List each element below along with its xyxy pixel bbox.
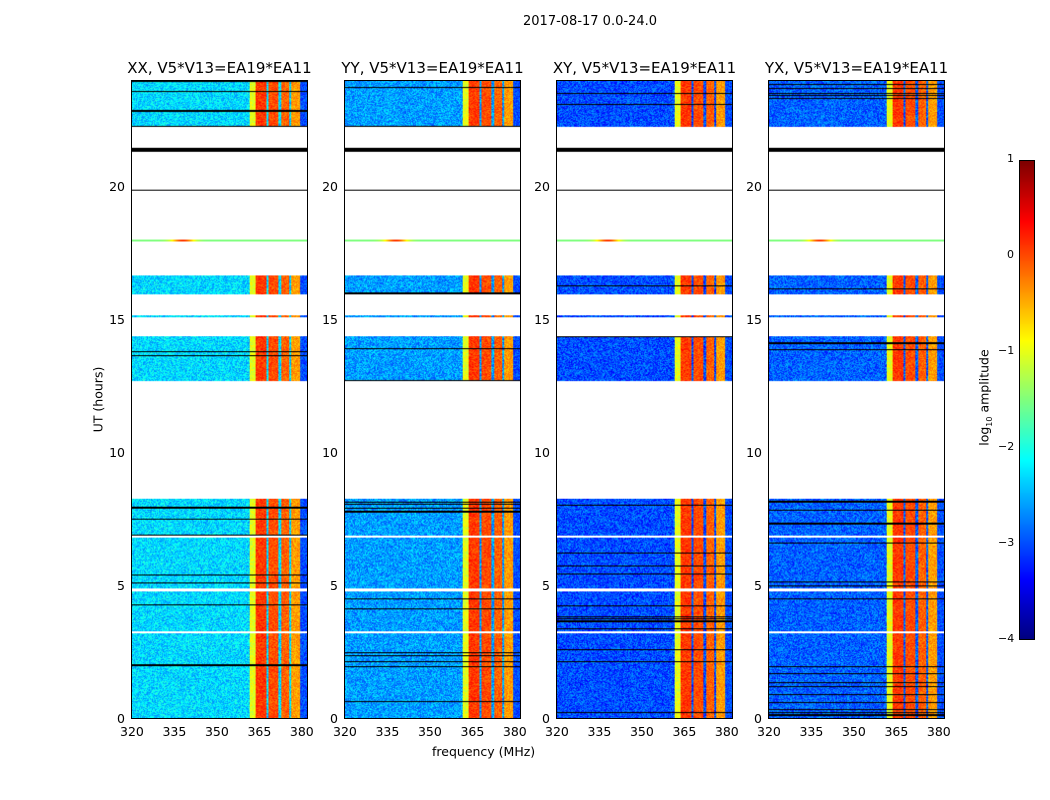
spectrogram-panel (556, 80, 733, 719)
colorbar-tick-label: −1 (998, 344, 1015, 357)
x-tick-label: 320 (333, 724, 357, 739)
y-tick-label: 0 (330, 711, 338, 726)
y-tick-label: 15 (109, 311, 125, 327)
y-tick-label: 5 (330, 577, 338, 593)
x-tick-label: 335 (799, 724, 824, 739)
x-tick-label: 380 (714, 724, 739, 739)
x-tick-label: 335 (162, 724, 187, 739)
y-tick-label: 10 (746, 444, 762, 460)
y-tick-label: 15 (322, 311, 338, 327)
y-tick-label: 15 (746, 311, 762, 327)
y-tick-label: 20 (746, 178, 762, 194)
x-tick-label: 335 (375, 724, 400, 739)
x-tick-label: 365 (884, 724, 909, 739)
colorbar-tick-label: 1 (1007, 152, 1014, 165)
y-tick-label: 5 (117, 577, 125, 593)
y-axis-label: UT (hours) (90, 366, 106, 433)
x-tick-label: 380 (926, 724, 951, 739)
x-tick-label: 350 (204, 724, 229, 739)
y-tick-label: 20 (109, 178, 125, 194)
colorbar-label: log10 amplitude (976, 349, 994, 446)
x-tick-label: 320 (120, 724, 144, 739)
x-tick-label: 380 (289, 724, 314, 739)
colorbar-label-sub: 10 (984, 416, 994, 427)
x-tick-label: 320 (757, 724, 781, 739)
spectrogram-panel (768, 80, 945, 719)
x-tick-label: 335 (587, 724, 612, 739)
colorbar-tick-label: −2 (998, 440, 1015, 453)
panel-title: XX, V5*V13=EA19*EA11 (127, 59, 312, 77)
panel-title: YX, V5*V13=EA19*EA11 (764, 59, 949, 77)
y-tick-label: 20 (322, 178, 338, 194)
x-tick-label: 365 (672, 724, 697, 739)
panel-title: XY, V5*V13=EA19*EA11 (552, 59, 737, 77)
colorbar-tick-label: −3 (998, 536, 1015, 549)
x-tick-label: 350 (629, 724, 654, 739)
x-tick-label: 350 (841, 724, 866, 739)
y-tick-label: 5 (754, 577, 762, 593)
colorbar-tick-label: 0 (1007, 248, 1014, 261)
x-axis-label: frequency (MHz) (432, 744, 536, 759)
x-tick-label: 365 (460, 724, 485, 739)
figure-title: 2017-08-17 0.0-24.0 (523, 14, 657, 29)
spectrogram-panel (344, 80, 521, 719)
y-tick-label: 10 (534, 444, 550, 460)
colorbar-label-rest: amplitude (976, 349, 992, 417)
spectrogram-panel (131, 80, 308, 719)
x-tick-label: 350 (417, 724, 442, 739)
x-tick-label: 380 (502, 724, 527, 739)
y-tick-label: 0 (542, 711, 550, 726)
y-tick-label: 5 (542, 577, 550, 593)
x-tick-label: 320 (545, 724, 569, 739)
y-tick-label: 0 (117, 711, 125, 726)
y-tick-label: 0 (754, 711, 762, 726)
y-tick-label: 10 (109, 444, 125, 460)
y-tick-label: 10 (322, 444, 338, 460)
colorbar (1019, 160, 1035, 640)
colorbar-label-main: log (976, 426, 992, 446)
x-tick-label: 365 (247, 724, 272, 739)
panel-title: YY, V5*V13=EA19*EA11 (341, 59, 524, 77)
y-tick-label: 15 (534, 311, 550, 327)
y-tick-label: 20 (534, 178, 550, 194)
colorbar-tick-label: −4 (998, 632, 1015, 645)
